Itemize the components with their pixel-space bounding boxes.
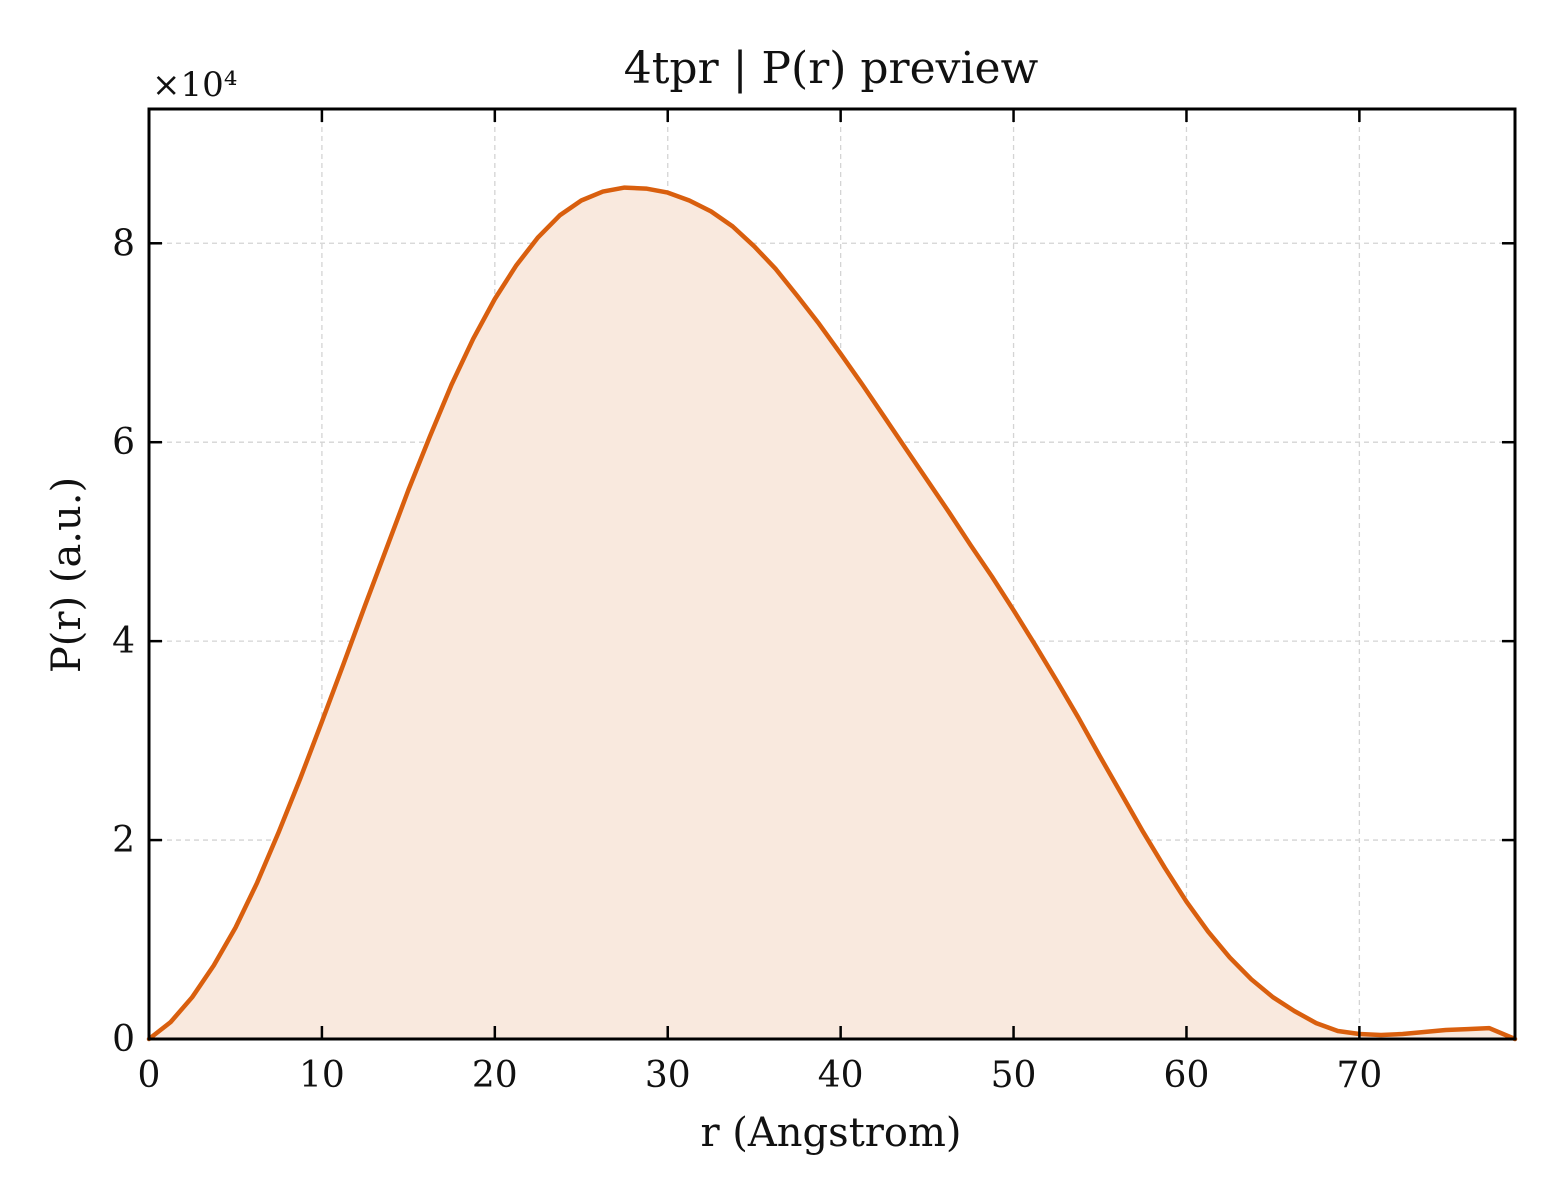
plot-frame [147, 107, 1517, 1041]
x-tick-label: 40 [818, 1055, 864, 1096]
series-line [146, 185, 1518, 1042]
x-tick-label: 50 [991, 1055, 1037, 1096]
y-tick-label: 2 [112, 820, 135, 861]
y-tick-label: 4 [112, 621, 135, 662]
x-tick-label: 10 [299, 1055, 345, 1096]
x-tick-label: 70 [1336, 1055, 1382, 1096]
y-tick-label: 8 [112, 223, 135, 264]
x-tick-label: 20 [472, 1055, 518, 1096]
x-tick-label: 0 [138, 1055, 161, 1096]
chart-title: 4tpr | P(r) preview [624, 43, 1039, 94]
y-axis-label: P(r) (a.u.) [44, 477, 90, 673]
y-tick-label: 0 [112, 1019, 135, 1060]
y-tick-label: 6 [112, 422, 135, 463]
x-tick-label: 30 [645, 1055, 691, 1096]
x-tick-label: 60 [1164, 1055, 1210, 1096]
x-axis-label: r (Angstrom) [700, 1110, 961, 1156]
y-multiplier-label: ×10⁴ [152, 65, 237, 105]
area-fill [149, 187, 1515, 1040]
